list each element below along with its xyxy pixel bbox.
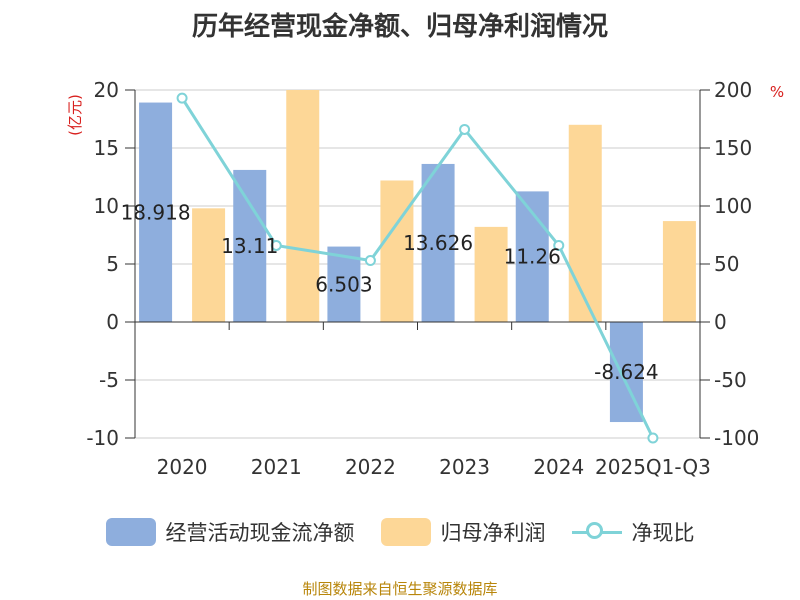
- legend-item-profit[interactable]: 归母净利润: [380, 517, 546, 547]
- right-tick-label: 0: [714, 310, 727, 334]
- x-category-label: 2023: [439, 455, 490, 479]
- x-category-label: 2024: [533, 455, 584, 479]
- x-category-label: 2025Q1-Q3: [595, 455, 711, 479]
- ratio-point: [647, 432, 659, 444]
- ratio-point: [553, 239, 565, 251]
- bar-profit: [286, 90, 320, 322]
- legend-item-cash[interactable]: 经营活动现金流净额: [105, 517, 355, 547]
- x-category-label: 2022: [345, 455, 396, 479]
- legend-swatch-ratio: [571, 518, 622, 546]
- right-tick-label: 50: [714, 252, 739, 276]
- legend-swatch-profit: [380, 518, 431, 546]
- legend-item-ratio[interactable]: 净现比: [571, 517, 695, 547]
- bar-profit: [568, 124, 602, 322]
- right-tick-label: 100: [714, 194, 752, 218]
- bar-cash-value-label: 13.626: [403, 231, 473, 255]
- legend-label-profit: 归母净利润: [440, 521, 546, 545]
- left-tick-label: -5: [99, 368, 119, 392]
- bar-cash-value-label: 13.11: [221, 234, 278, 258]
- bar-cash: [421, 163, 455, 322]
- bar-cash-value-label: -8.624: [594, 360, 658, 384]
- bar-profit: [192, 208, 226, 322]
- right-tick-label: 200: [714, 78, 752, 102]
- legend-swatch-cash: [105, 518, 156, 546]
- ratio-line: [180, 97, 655, 439]
- chart-title: 历年经营现金净额、归母净利润情况: [191, 12, 608, 42]
- bar-cash-value-label: 18.918: [121, 200, 191, 224]
- left-tick-label: 0: [106, 310, 119, 334]
- left-axis-unit: (亿元): [66, 94, 84, 136]
- left-tick-label: 5: [106, 252, 119, 276]
- ratio-point: [364, 255, 376, 267]
- bar-cash: [139, 102, 173, 322]
- data-source-note: 制图数据来自恒生聚源数据库: [302, 580, 498, 598]
- legend-label-ratio: 净现比: [631, 521, 695, 545]
- bar-profit: [662, 221, 696, 322]
- bar-cash: [233, 169, 267, 322]
- ratio-point: [176, 92, 188, 104]
- bar-profit: [474, 226, 508, 322]
- left-tick-label: 10: [94, 194, 119, 218]
- left-tick-label: 20: [94, 78, 119, 102]
- x-category-label: 2021: [251, 455, 302, 479]
- x-category-label: 2020: [157, 455, 208, 479]
- bar-cash-value-label: 6.503: [315, 272, 372, 296]
- ratio-point: [270, 239, 282, 251]
- right-tick-label: -50: [714, 368, 747, 392]
- ratio-point: [459, 123, 471, 135]
- right-tick-label: 150: [714, 136, 752, 160]
- left-tick-label: 15: [94, 136, 119, 160]
- left-tick-label: -10: [86, 426, 119, 450]
- bar-profit: [380, 180, 414, 322]
- legend: 经营活动现金流净额 归母净利润 净现比: [0, 517, 800, 547]
- legend-label-cash: 经营活动现金流净额: [165, 521, 355, 545]
- right-axis-unit: %: [770, 83, 784, 101]
- bar-cash-value-label: 11.26: [504, 245, 561, 269]
- right-tick-label: -100: [714, 426, 759, 450]
